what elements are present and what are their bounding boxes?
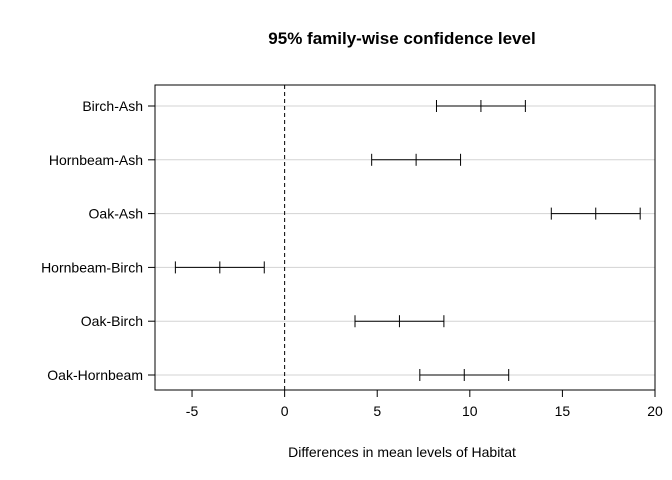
x-tick-label: 0 <box>281 403 289 419</box>
y-tick-label: Oak-Hornbeam <box>47 367 143 383</box>
x-tick-label: 5 <box>373 403 381 419</box>
interval-hornbeam-ash <box>371 153 462 166</box>
x-tick-label: -5 <box>186 403 199 419</box>
y-tick-label: Hornbeam-Ash <box>49 152 143 168</box>
interval-layer <box>174 100 641 381</box>
y-axis: Birch-Ash Hornbeam-Ash Oak-Ash Hornbeam-Bir… <box>41 98 155 383</box>
chart-title: 95% family-wise confidence level <box>268 29 535 48</box>
y-tick-label: Oak-Birch <box>81 313 143 329</box>
x-tick-label: 15 <box>555 403 571 419</box>
y-tick-label: Oak-Ash <box>89 206 143 222</box>
grid-layer <box>155 105 655 376</box>
interval-oak-ash <box>550 207 641 220</box>
x-axis: -5 0 5 10 15 20 <box>186 390 663 419</box>
interval-oak-birch <box>354 315 445 328</box>
interval-oak-hornbeam <box>419 369 510 381</box>
y-tick-label: Hornbeam-Birch <box>41 259 143 275</box>
x-tick-label: 10 <box>462 403 478 419</box>
x-axis-label: Differences in mean levels of Habitat <box>288 444 516 460</box>
x-tick-label: 20 <box>647 403 663 419</box>
interval-hornbeam-birch <box>174 261 265 274</box>
interval-birch-ash <box>435 100 526 112</box>
y-tick-label: Birch-Ash <box>82 98 143 114</box>
plot-frame <box>154 84 656 391</box>
